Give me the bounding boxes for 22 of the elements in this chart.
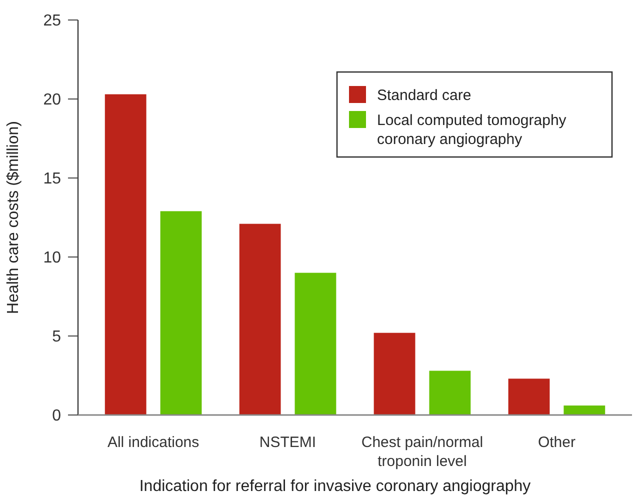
- x-tick-label: NSTEMI: [259, 434, 316, 451]
- x-tick-label: All indications: [107, 434, 200, 451]
- y-tick-label: 0: [52, 408, 62, 425]
- y-tick-label: 15: [43, 170, 62, 188]
- bar: [508, 378, 550, 415]
- x-tick-label: Other: [538, 434, 576, 451]
- bar: [564, 406, 606, 415]
- bar: [294, 272, 336, 415]
- x-tick-label: Chest pain/normal troponin level: [361, 434, 484, 470]
- y-tick-label: 25: [43, 12, 62, 30]
- bar: [429, 370, 471, 415]
- bar: [239, 224, 281, 415]
- bar: [104, 94, 146, 415]
- legend-label: Local computed tomography coronary angiography: [377, 112, 567, 148]
- bar: [374, 332, 416, 415]
- x-axis-title: Indication for referral for invasive coronary angiography: [139, 478, 531, 495]
- y-axis-title: Health care costs ($million): [5, 121, 22, 314]
- y-tick-label: 20: [43, 92, 62, 109]
- y-tick-label: 5: [52, 328, 62, 346]
- y-tick-label: 10: [43, 250, 62, 267]
- legend-label: Standard care: [377, 87, 472, 104]
- bar: [160, 211, 202, 415]
